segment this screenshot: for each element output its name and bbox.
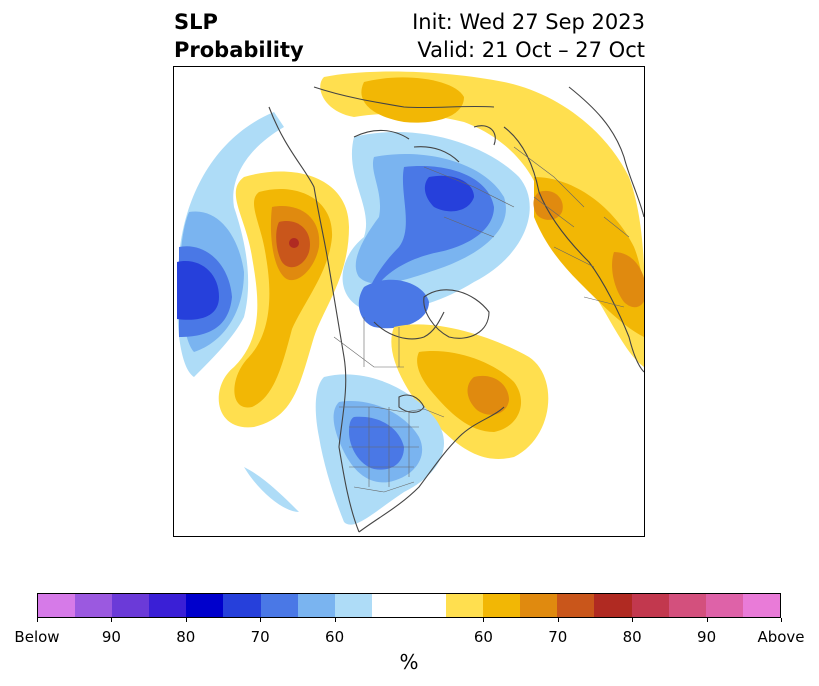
hudson-bay-coast [373, 311, 445, 340]
title-line-1: SLP [174, 10, 218, 34]
europe-orange-area [612, 252, 644, 308]
canada-province-lines [333, 317, 404, 368]
forecast-dates: Init: Wed 27 Sep 2023 Valid: 21 Oct – 27… [412, 8, 645, 64]
colorbar-segment [742, 594, 780, 617]
coastlines [268, 86, 644, 533]
mexico-border [353, 481, 415, 493]
colorbar-tick-label: 70 [250, 628, 270, 646]
colorbar-segment [186, 594, 224, 617]
atlantic-orange-area [467, 375, 509, 415]
arctic-negative-anomaly [342, 131, 530, 329]
north-yellow-arc [320, 71, 644, 367]
pacific-positive-anomaly [218, 171, 349, 428]
colorbar-segment [297, 594, 335, 617]
colorbar-tick-mark [260, 618, 262, 622]
colorbar-segment [520, 594, 558, 617]
colorbar-segment [38, 594, 76, 617]
colorbar-tick-mark [185, 618, 187, 622]
colorbar-tick-label: 60 [325, 628, 345, 646]
colorbar-segment [631, 594, 669, 617]
siberia-deep-blue-area [424, 175, 474, 212]
political-borders [333, 146, 630, 493]
colorbar-segment [149, 594, 187, 617]
canada-us-border [339, 406, 445, 418]
pacific-negative-anomaly [177, 112, 284, 377]
colorbar-tick-label: 80 [176, 628, 196, 646]
colorbar-tick-label: 70 [548, 628, 568, 646]
valid-period: Valid: 21 Oct – 27 Oct [417, 38, 645, 62]
colorbar-segment [408, 594, 447, 617]
colorbar-segment [75, 594, 113, 617]
init-date: Init: Wed 27 Sep 2023 [412, 10, 645, 34]
colorbar-tick-mark [557, 618, 559, 622]
conus-blue-area [349, 416, 404, 470]
north-america-west-coast [268, 106, 360, 533]
colorbar-segment [446, 594, 484, 617]
north-america-east-coast [358, 406, 505, 533]
colorbar-tick-label: 60 [473, 628, 493, 646]
probability-map [173, 66, 645, 537]
map-canvas [177, 71, 644, 533]
eurasia-borders [513, 146, 630, 308]
colorbar-tick-label: 90 [697, 628, 717, 646]
colorbar-segment [557, 594, 595, 617]
colorbar-units-label: % [399, 650, 419, 674]
title-line-2: Probability [174, 38, 304, 62]
pacific-deep-blue-area [177, 261, 219, 320]
colorbar-segment [668, 594, 706, 617]
eurasia-coast [503, 126, 644, 373]
probability-colorbar [37, 593, 781, 618]
pacific-red-spot [289, 238, 299, 248]
colorbar-segment [334, 594, 372, 617]
greenland-outline [423, 289, 490, 339]
colorbar-segment [112, 594, 150, 617]
russia-borders [423, 166, 515, 238]
colorbar-tick-label: Below [14, 628, 60, 646]
atlantic-positive-anomaly [391, 324, 549, 459]
arctic-islands [353, 125, 496, 163]
colorbar-tick-mark [632, 618, 634, 622]
pacific-light-blue-streak [244, 467, 299, 512]
colorbar-segment [371, 594, 409, 617]
colorbar-tick-mark [483, 618, 485, 622]
europe-coast [568, 86, 644, 218]
siberian-coast [313, 86, 495, 109]
colorbar-tick-label: 80 [622, 628, 642, 646]
colorbar-segment [260, 594, 298, 617]
pole-gold-area [361, 77, 464, 123]
colorbar-tick-label: 90 [101, 628, 121, 646]
colorbar-tick-mark [334, 618, 336, 622]
colorbar-segment [483, 594, 521, 617]
colorbar-tick-mark [781, 618, 782, 622]
colorbar-tick-label: Above [757, 628, 805, 646]
us-state-lines [349, 407, 419, 487]
colorbar-segment [594, 594, 632, 617]
colorbar-tick-mark [37, 618, 38, 622]
scandinavia-orange-area [533, 190, 563, 220]
colorbar-segment [705, 594, 743, 617]
greenland-blue-area [358, 279, 429, 329]
eurasia-positive-anomaly [320, 71, 644, 367]
map-title: SLP Probability [174, 8, 304, 64]
colorbar-segment [223, 594, 261, 617]
europe-gold-area [534, 177, 644, 337]
colorbar-tick-mark [706, 618, 708, 622]
colorbar-tick-mark [111, 618, 113, 622]
great-lakes-outline [398, 394, 425, 413]
